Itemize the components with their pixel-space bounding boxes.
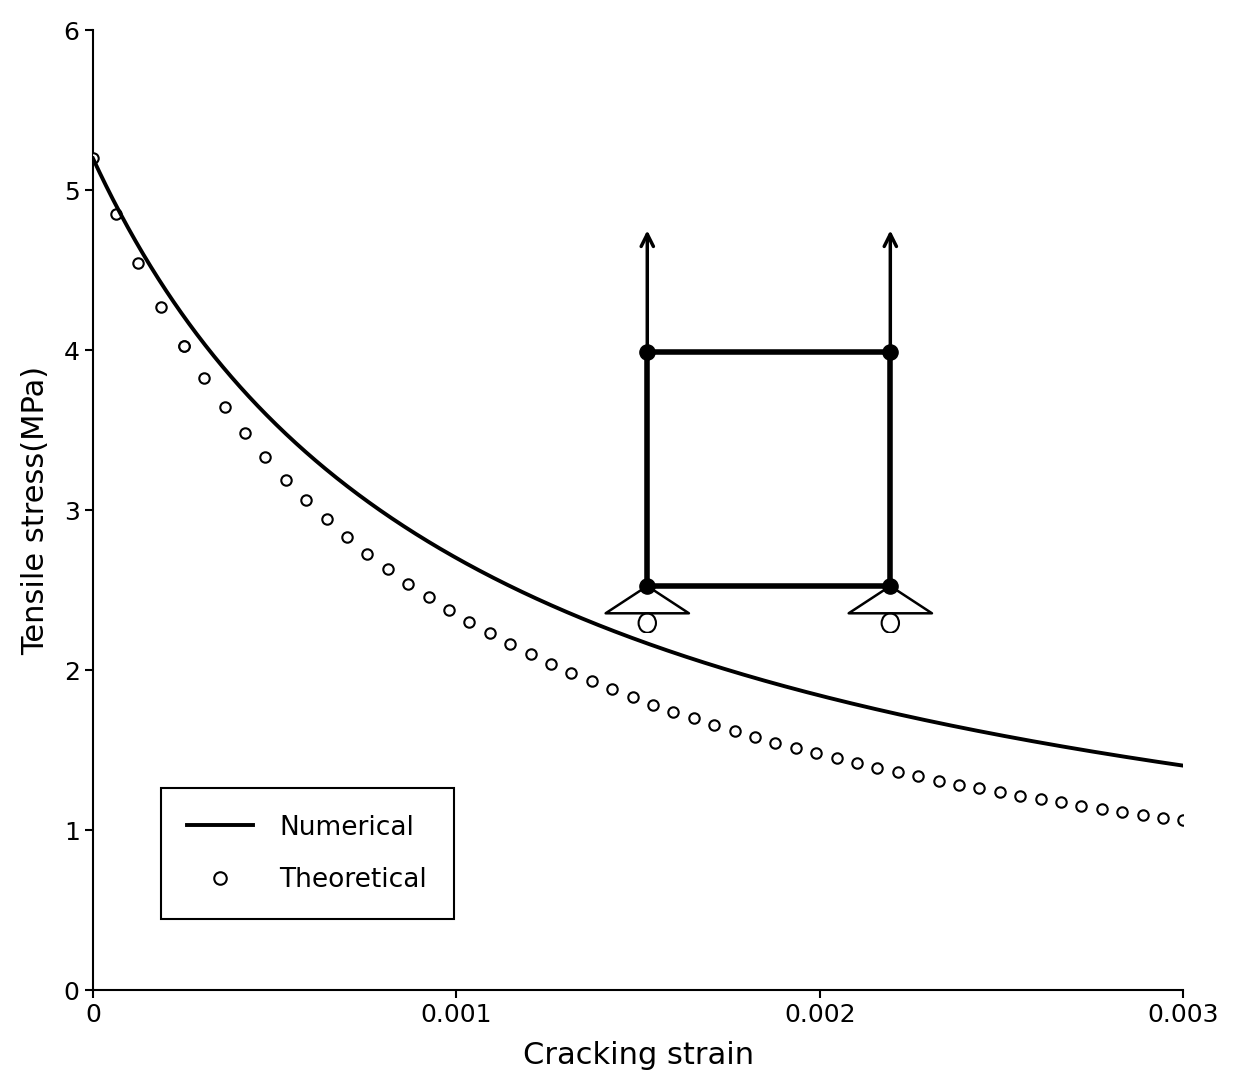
Y-axis label: Tensile stress(MPa): Tensile stress(MPa): [21, 365, 50, 655]
Legend: Numerical, Theoretical: Numerical, Theoretical: [161, 788, 454, 920]
Point: [880, 577, 900, 595]
Point: [880, 344, 900, 361]
X-axis label: Cracking strain: Cracking strain: [522, 1041, 754, 1070]
Point: [637, 577, 657, 595]
Point: [637, 344, 657, 361]
